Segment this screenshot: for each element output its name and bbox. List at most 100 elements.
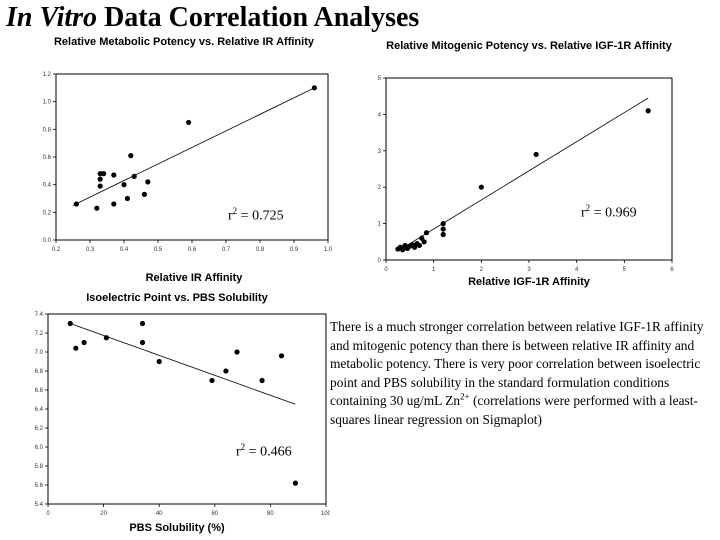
data-point bbox=[478, 184, 484, 190]
regression-line bbox=[397, 97, 649, 252]
y-tick-label: 7.4 bbox=[35, 312, 44, 318]
r-squared-symbol: r bbox=[581, 205, 586, 221]
x-tick-label: 100 bbox=[321, 511, 330, 517]
y-tick-label: 1.0 bbox=[43, 100, 52, 106]
data-point bbox=[103, 335, 109, 341]
data-point bbox=[278, 353, 285, 359]
y-tick-label: 2 bbox=[378, 185, 382, 191]
x-tick-label: 0.5 bbox=[154, 247, 163, 253]
x-tick-label: 1.0 bbox=[324, 247, 333, 253]
data-point bbox=[111, 172, 117, 178]
y-tick-label: 6.8 bbox=[35, 369, 44, 375]
chart-title: Relative Metabolic Potency vs. Relative … bbox=[53, 36, 314, 48]
x-tick-label: 0.9 bbox=[290, 247, 299, 253]
y-tick-label: 5 bbox=[378, 76, 382, 82]
x-tick-label: 0.4 bbox=[120, 247, 129, 253]
x-axis-label: PBS Solubility (%) bbox=[129, 522, 225, 534]
data-point bbox=[400, 247, 406, 253]
chart-panel: Isoelectric Point vs. PBS Solubility 0 20… bbox=[24, 292, 330, 538]
slide-title: In Vitro Data Correlation Analyses bbox=[6, 2, 419, 34]
y-tick-label: 4 bbox=[378, 112, 382, 118]
data-point bbox=[292, 480, 299, 486]
x-axis-label: Relative IGF-1R Affinity bbox=[468, 276, 590, 288]
data-point bbox=[440, 231, 446, 238]
y-tick-label: 1 bbox=[378, 222, 382, 228]
data-point bbox=[440, 226, 446, 232]
y-tick-label: 7.0 bbox=[35, 350, 44, 356]
data-point bbox=[234, 349, 240, 355]
data-point bbox=[186, 119, 192, 126]
data-point bbox=[73, 201, 79, 207]
plot-frame bbox=[55, 73, 329, 241]
data-point bbox=[131, 173, 137, 179]
x-tick-label: 0.6 bbox=[188, 247, 197, 253]
x-tick-label: 0.2 bbox=[52, 247, 61, 253]
x-tick-label: 40 bbox=[156, 511, 163, 517]
data-point bbox=[121, 182, 127, 188]
y-tick-label: 1.2 bbox=[43, 72, 52, 78]
data-point bbox=[533, 151, 539, 158]
r-squared-symbol: r bbox=[228, 208, 233, 224]
x-tick-label: 3 bbox=[527, 267, 531, 273]
scatter-plot: 0 1 2 3 4 5 6 0 1 2 3 4 5 bbox=[378, 76, 675, 273]
regression-line bbox=[72, 87, 315, 206]
regression-line bbox=[70, 323, 296, 405]
x-tick-label: 4 bbox=[575, 267, 579, 273]
data-point bbox=[145, 179, 151, 185]
r-squared-exponent: 2 bbox=[240, 442, 246, 452]
x-tick-label: 2 bbox=[480, 267, 484, 273]
x-tick-label: 20 bbox=[100, 511, 107, 517]
chart-title: Isoelectric Point vs. PBS Solubility bbox=[86, 292, 268, 304]
y-tick-label: 5.6 bbox=[35, 483, 44, 489]
data-point bbox=[139, 339, 146, 346]
x-tick-label: 0 bbox=[46, 511, 50, 517]
body-text-main: There is a much stronger correlation bet… bbox=[330, 319, 704, 409]
x-axis-label: Relative IR Affinity bbox=[145, 272, 243, 284]
chart-title: Relative Mitogenic Potency vs. Relative … bbox=[386, 40, 672, 52]
plot-frame bbox=[47, 313, 327, 505]
data-point bbox=[223, 368, 229, 374]
slide-title-rest: Data Correlation Analyses bbox=[97, 2, 420, 33]
data-point bbox=[416, 242, 422, 249]
y-tick-label: 6.0 bbox=[35, 445, 44, 451]
chart-panel: Relative Mitogenic Potency vs. Relative … bbox=[366, 40, 692, 292]
data-point bbox=[259, 377, 265, 384]
r-squared-label: r2 = 0.969 bbox=[581, 203, 637, 222]
x-tick-label: 0 bbox=[384, 267, 388, 273]
data-point bbox=[101, 171, 107, 177]
x-tick-label: 60 bbox=[211, 511, 218, 517]
r-squared-exponent: 2 bbox=[585, 203, 591, 213]
y-tick-label: 0.4 bbox=[43, 183, 52, 189]
y-tick-label: 5.4 bbox=[35, 502, 44, 508]
x-tick-label: 80 bbox=[267, 511, 274, 517]
zinc-charge: 2+ bbox=[460, 391, 470, 402]
data-point bbox=[128, 153, 134, 159]
data-point bbox=[311, 85, 317, 91]
r-squared-symbol: r bbox=[236, 444, 241, 460]
data-point bbox=[73, 345, 79, 351]
y-tick-label: 3 bbox=[378, 149, 382, 155]
data-point bbox=[81, 339, 87, 346]
y-tick-label: 0 bbox=[378, 258, 382, 264]
x-tick-label: 1 bbox=[432, 267, 436, 273]
r-squared-value: = 0.466 bbox=[245, 444, 292, 460]
y-tick-label: 0.2 bbox=[43, 210, 52, 216]
slide-title-italic: In Vitro bbox=[6, 2, 98, 33]
scatter-plot: 0 20 40 60 80 100 5.4 5.6 5.8 6.0 6.2 6.4 6.6 6.8 7.0 7… bbox=[35, 312, 330, 517]
y-tick-label: 6.6 bbox=[35, 388, 44, 394]
r-squared-value: = 0.969 bbox=[590, 205, 637, 221]
body-text-tail: (correlations were performed with a leas… bbox=[330, 393, 698, 427]
y-tick-label: 5.8 bbox=[35, 464, 44, 470]
data-point bbox=[67, 320, 73, 327]
data-point bbox=[421, 239, 427, 245]
x-tick-label: 5 bbox=[623, 267, 627, 273]
data-point bbox=[440, 221, 446, 227]
y-tick-label: 0.6 bbox=[43, 155, 52, 161]
r-squared-label: r2 = 0.725 bbox=[228, 206, 284, 225]
data-point bbox=[97, 183, 103, 189]
data-point bbox=[209, 377, 215, 384]
data-point bbox=[156, 358, 162, 365]
data-point bbox=[139, 320, 146, 327]
y-tick-label: 0.0 bbox=[43, 238, 52, 244]
data-point bbox=[111, 201, 117, 207]
